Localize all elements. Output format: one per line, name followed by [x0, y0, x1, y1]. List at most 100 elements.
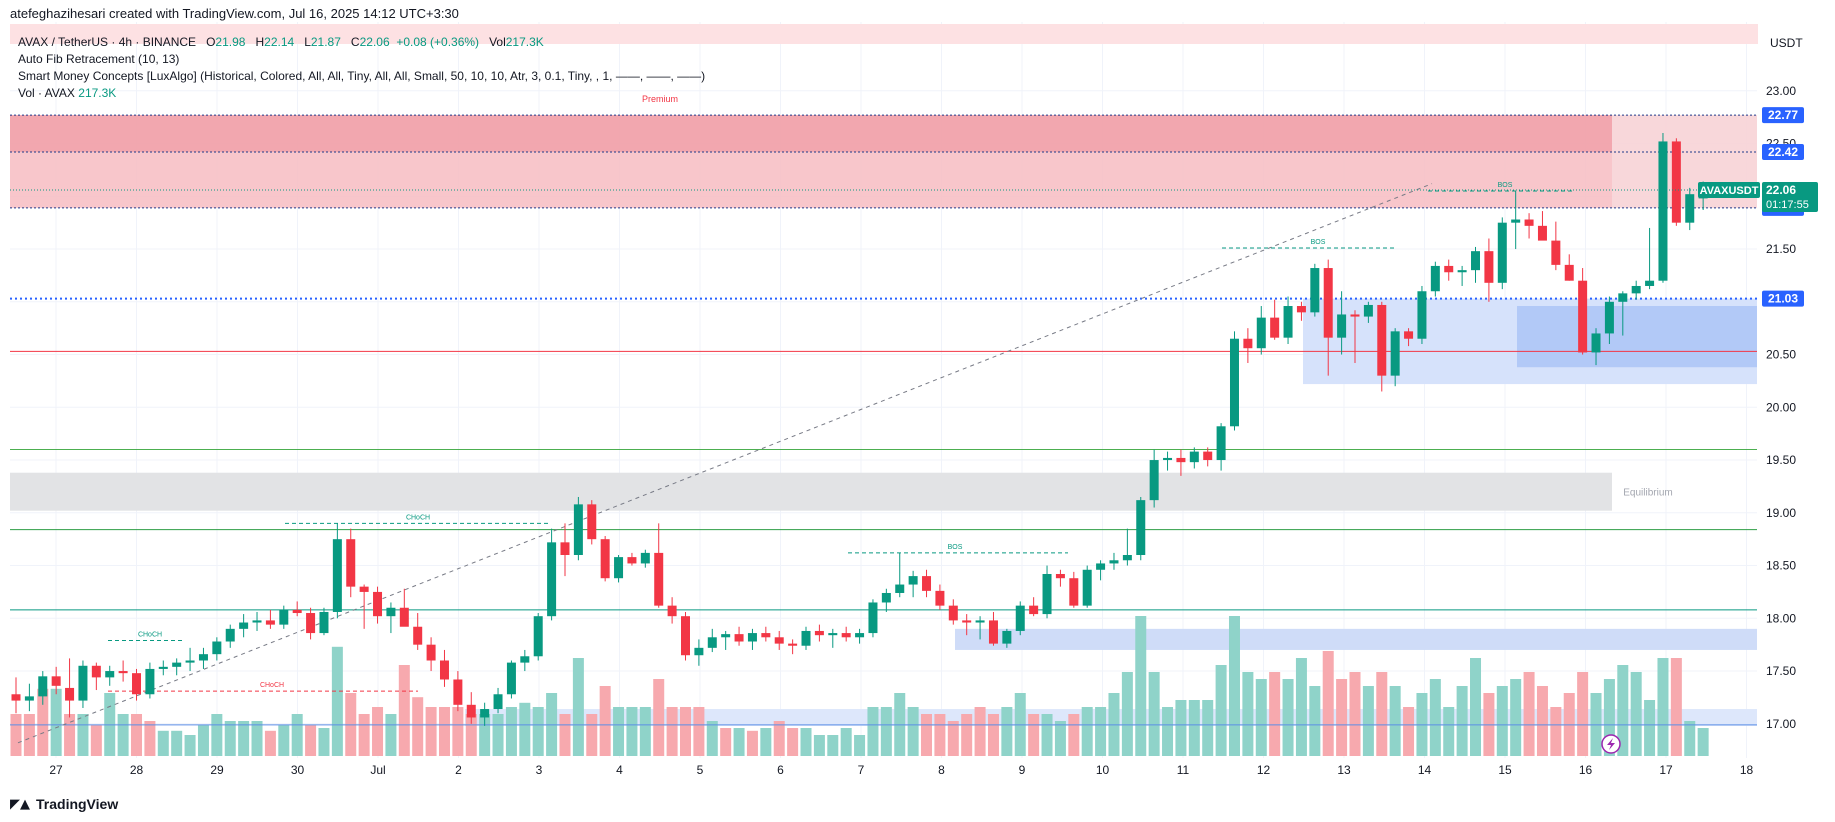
candle-body: [132, 673, 142, 695]
order-block-inner-zone: [1517, 306, 1757, 368]
candle-body: [520, 656, 530, 663]
candle-body: [801, 630, 811, 646]
close-value: 22.06: [359, 35, 390, 49]
indicator-smc[interactable]: Smart Money Concepts [LuxAlgo] (Historic…: [18, 69, 706, 83]
candle-body: [38, 676, 48, 697]
price-badge: [1762, 107, 1804, 124]
volume-bar: [1135, 616, 1147, 756]
candle-body: [65, 687, 75, 701]
candle-body: [600, 539, 610, 579]
candle-body: [895, 584, 905, 593]
candle-body: [413, 626, 423, 645]
candle-body: [1537, 225, 1547, 241]
volume-bar: [1188, 700, 1200, 756]
candle-body: [91, 665, 101, 678]
low-label: L: [304, 35, 311, 49]
y-tick-label: 20.00: [1766, 400, 1796, 414]
candle-body: [1511, 219, 1521, 223]
y-tick-label: 21.50: [1766, 242, 1796, 256]
y-tick-label: 17.50: [1766, 664, 1796, 678]
volume-bar: [1309, 686, 1321, 756]
x-tick-label: 17: [1659, 763, 1673, 777]
volume-bar: [1255, 679, 1267, 756]
candle-body: [1310, 268, 1320, 313]
volume-bar: [264, 730, 276, 756]
candle-body: [747, 633, 757, 642]
volume-bar: [211, 714, 223, 756]
candle-body: [1524, 219, 1534, 226]
candle-body: [1417, 291, 1427, 339]
volume-bar: [1041, 714, 1053, 756]
lightning-bolt-icon: [1607, 738, 1615, 750]
volume-bar: [50, 688, 62, 756]
volume-bar: [1148, 672, 1160, 756]
volume-bar: [23, 714, 35, 756]
volume-bar: [10, 714, 22, 756]
volume-bar: [372, 707, 384, 756]
volume-bar: [1081, 707, 1093, 756]
candle-body: [1604, 301, 1614, 334]
candle-body: [667, 605, 677, 617]
volume-bar: [854, 735, 866, 756]
y-tick-label: 19.00: [1766, 506, 1796, 520]
volume-bar: [117, 714, 129, 756]
indicator-fib[interactable]: Auto Fib Retracement (10, 13): [18, 52, 180, 66]
price-chart[interactable]: CHoCH CHoCH CHoCH BOS BOS BOS Premium Equilibri…: [0, 0, 1835, 790]
candle-body: [1029, 605, 1039, 615]
x-tick-label: 6: [777, 763, 784, 777]
volume-bar: [1001, 707, 1013, 756]
x-tick-label: 8: [938, 763, 945, 777]
volume-bar: [680, 707, 691, 756]
price-badge-text: 22.42: [1768, 145, 1798, 159]
x-tick-label: 2: [455, 763, 462, 777]
volume-bar: [77, 714, 89, 756]
volume-bar: [840, 728, 852, 756]
ohlc-row: AVAX / TetherUS · 4h · BINANCE O21.98 H2…: [18, 34, 705, 51]
candle-body: [118, 671, 128, 674]
structure-label: CHoCH: [138, 631, 162, 638]
volume-bar: [425, 707, 437, 756]
candle-body: [654, 552, 664, 606]
candle-body: [1096, 563, 1106, 570]
volume-bar: [291, 714, 303, 756]
x-tick-label: 18: [1740, 763, 1754, 777]
x-tick-label: 28: [130, 763, 144, 777]
candle-body: [306, 613, 316, 634]
indicator-volume-label: Vol · AVAX: [18, 86, 75, 100]
volume-bar: [1523, 672, 1535, 756]
candle-body: [212, 641, 222, 655]
volume-bar: [1215, 665, 1227, 756]
candle-body: [319, 611, 329, 634]
x-tick-label: 4: [616, 763, 623, 777]
volume-bar: [412, 697, 424, 756]
volume-bar: [452, 707, 464, 756]
volume-bar: [1510, 679, 1522, 756]
symbol-title[interactable]: AVAX / TetherUS · 4h · BINANCE: [18, 35, 197, 49]
volume-bar: [251, 721, 263, 756]
candle-body: [1430, 265, 1440, 292]
footer-brand[interactable]: ◤▲ TradingView: [10, 796, 118, 812]
y-tick-label: 18.50: [1766, 559, 1796, 573]
candle-body: [640, 552, 650, 564]
volume-bar: [519, 702, 531, 756]
volume-bar: [813, 735, 825, 756]
volume-bar: [1403, 707, 1415, 756]
candle-body: [265, 620, 275, 625]
candle-body: [185, 660, 195, 663]
volume-bar: [827, 735, 839, 756]
candle-body: [1283, 306, 1293, 338]
candle-body: [1270, 317, 1280, 338]
volume-bar: [1684, 721, 1696, 756]
x-tick-label: 5: [697, 763, 704, 777]
y-tick-label: 23.00: [1766, 84, 1796, 98]
candle-body: [51, 676, 61, 686]
indicator-volume[interactable]: Vol · AVAX 217.3K: [18, 85, 705, 102]
currency-label[interactable]: USDT: [1770, 36, 1803, 50]
chart-legend: AVAX / TetherUS · 4h · BINANCE O21.98 H2…: [18, 34, 705, 102]
x-tick-label: 15: [1498, 763, 1512, 777]
volume-bar: [398, 665, 410, 756]
candle-body: [627, 557, 637, 564]
candle-body: [1631, 285, 1641, 294]
candle-body: [935, 590, 945, 606]
volume-bar: [934, 714, 946, 756]
